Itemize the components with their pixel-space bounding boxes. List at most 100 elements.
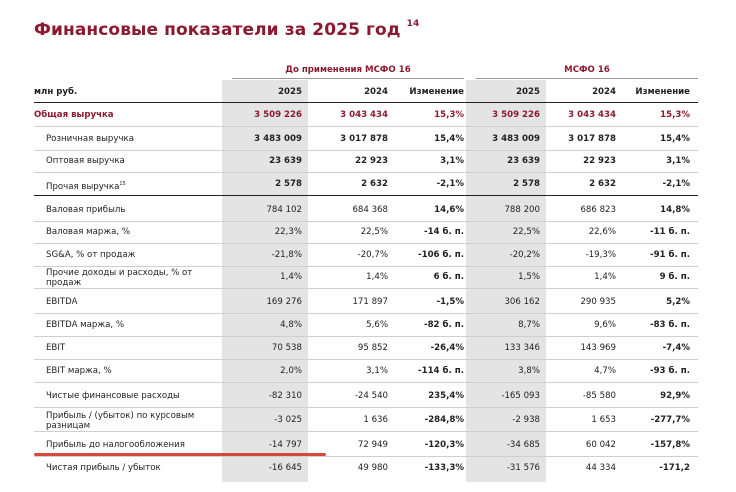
row-cell: 4,7% <box>594 366 616 376</box>
row-cell: 686 823 <box>580 205 616 215</box>
row-cell: 2,0% <box>280 366 302 376</box>
row-label: Розничная выручка <box>46 134 135 144</box>
row-cell: 3 017 878 <box>568 134 616 144</box>
row-separator <box>34 266 698 267</box>
row-cell: 15,4% <box>434 134 464 144</box>
row-cell: -157,8% <box>650 440 690 450</box>
row-cell: 3 043 434 <box>568 110 616 120</box>
row-cell: 1,5% <box>518 272 540 282</box>
row-cell: -133,3% <box>424 463 464 473</box>
row-label: Чистые финансовые расходы <box>46 391 180 401</box>
row-separator <box>34 359 698 360</box>
row-cell: 2 632 <box>589 179 616 189</box>
row-separator <box>34 150 698 151</box>
row-label: Общая выручка <box>34 110 114 120</box>
group-underline-pre <box>232 78 464 79</box>
title-footnote: 14 <box>406 19 420 30</box>
row-cell: -2,1% <box>662 179 690 189</box>
row-cell: 8,7% <box>518 320 540 330</box>
row-separator <box>34 336 698 337</box>
row-cell: 784 102 <box>266 205 302 215</box>
row-cell: 235,4% <box>428 391 464 401</box>
page-title: Финансовые показатели за 2025 год 14 <box>34 19 420 40</box>
header-rule <box>34 102 698 103</box>
group-header-ifrs: МСФО 16 <box>564 65 610 75</box>
row-separator <box>34 431 698 432</box>
row-cell: -85 580 <box>582 391 616 401</box>
row-label: EBIT маржа, % <box>46 366 112 376</box>
row-label: EBIT <box>46 343 66 353</box>
row-cell: -20,2% <box>509 250 540 260</box>
row-separator <box>34 456 698 457</box>
col-header: 2024 <box>364 87 388 97</box>
row-cell: 23 639 <box>269 156 302 166</box>
row-label: Прибыль до налогообложения <box>46 440 185 450</box>
row-separator <box>34 221 698 222</box>
row-label: Прибыль / (убыток) по курсовым разницам <box>46 411 195 431</box>
row-cell: 95 852 <box>357 343 388 353</box>
group-underline-ifrs <box>476 78 698 79</box>
row-cell: 15,3% <box>434 110 464 120</box>
row-cell: 1 653 <box>591 415 616 425</box>
row-label: Прочие доходы и расходы, % от продаж <box>46 268 193 288</box>
row-cell: 9 б. п. <box>659 272 690 282</box>
row-cell: 5,6% <box>366 320 388 330</box>
row-cell: 14,6% <box>434 205 464 215</box>
row-cell: -7,4% <box>662 343 690 353</box>
row-cell: -171,2 <box>659 463 690 473</box>
row-cell: 1,4% <box>366 272 388 282</box>
row-cell: 169 276 <box>266 297 302 307</box>
highlight-underline <box>34 453 326 456</box>
row-cell: 133 346 <box>504 343 540 353</box>
col-header: 2024 <box>592 87 616 97</box>
row-cell: 3 509 226 <box>492 110 540 120</box>
row-label-footnote: 15 <box>119 181 126 187</box>
row-cell: 70 538 <box>271 343 302 353</box>
row-cell: 60 042 <box>585 440 616 450</box>
col-header: Изменение <box>409 87 464 97</box>
row-cell: 2 578 <box>513 179 540 189</box>
row-cell: -165 093 <box>501 391 540 401</box>
row-cell: 49 980 <box>357 463 388 473</box>
row-separator <box>34 407 698 408</box>
row-cell: 3 483 009 <box>254 134 302 144</box>
row-cell: 1 636 <box>363 415 388 425</box>
row-cell: -82 310 <box>268 391 302 401</box>
row-cell: -93 б. п. <box>650 366 690 376</box>
units-label: млн руб. <box>34 87 78 97</box>
row-label: Чистая прибыль / убыток <box>46 463 161 473</box>
row-cell: -31 576 <box>506 463 540 473</box>
row-cell: -91 б. п. <box>650 250 690 260</box>
row-label-text: Прочая выручка <box>46 181 120 192</box>
row-cell: -106 б. п. <box>418 250 464 260</box>
row-cell: -82 б. п. <box>424 320 464 330</box>
row-cell: -2,1% <box>436 179 464 189</box>
row-cell: -277,7% <box>650 415 690 425</box>
row-separator <box>34 243 698 244</box>
row-cell: 4,8% <box>280 320 302 330</box>
row-cell: -16 645 <box>268 463 302 473</box>
col-header: Изменение <box>635 87 690 97</box>
row-cell: -14 797 <box>268 440 302 450</box>
row-cell: 3 043 434 <box>340 110 388 120</box>
row-cell: 290 935 <box>580 297 616 307</box>
group-header-pre-ifrs: До применения МСФО 16 <box>285 65 411 75</box>
row-cell: 3 509 226 <box>254 110 302 120</box>
row-cell: 22,5% <box>512 227 540 237</box>
row-cell: 171 897 <box>352 297 388 307</box>
row-cell: -21,8% <box>271 250 302 260</box>
row-cell: 22,3% <box>274 227 302 237</box>
row-cell: 788 200 <box>504 205 540 215</box>
row-cell: -26,4% <box>430 343 464 353</box>
row-cell: 5,2% <box>666 297 690 307</box>
row-cell: -11 б. п. <box>650 227 690 237</box>
col-header: 2025 <box>278 87 302 97</box>
row-cell: 44 334 <box>585 463 616 473</box>
row-cell: 684 368 <box>352 205 388 215</box>
row-label: SG&A, % от продаж <box>46 250 136 260</box>
row-cell: -3 025 <box>274 415 302 425</box>
row-cell: 2 578 <box>275 179 302 189</box>
row-cell: 3 017 878 <box>340 134 388 144</box>
shade-2025-ifrs <box>466 80 546 482</box>
row-cell: 22 923 <box>583 156 616 166</box>
